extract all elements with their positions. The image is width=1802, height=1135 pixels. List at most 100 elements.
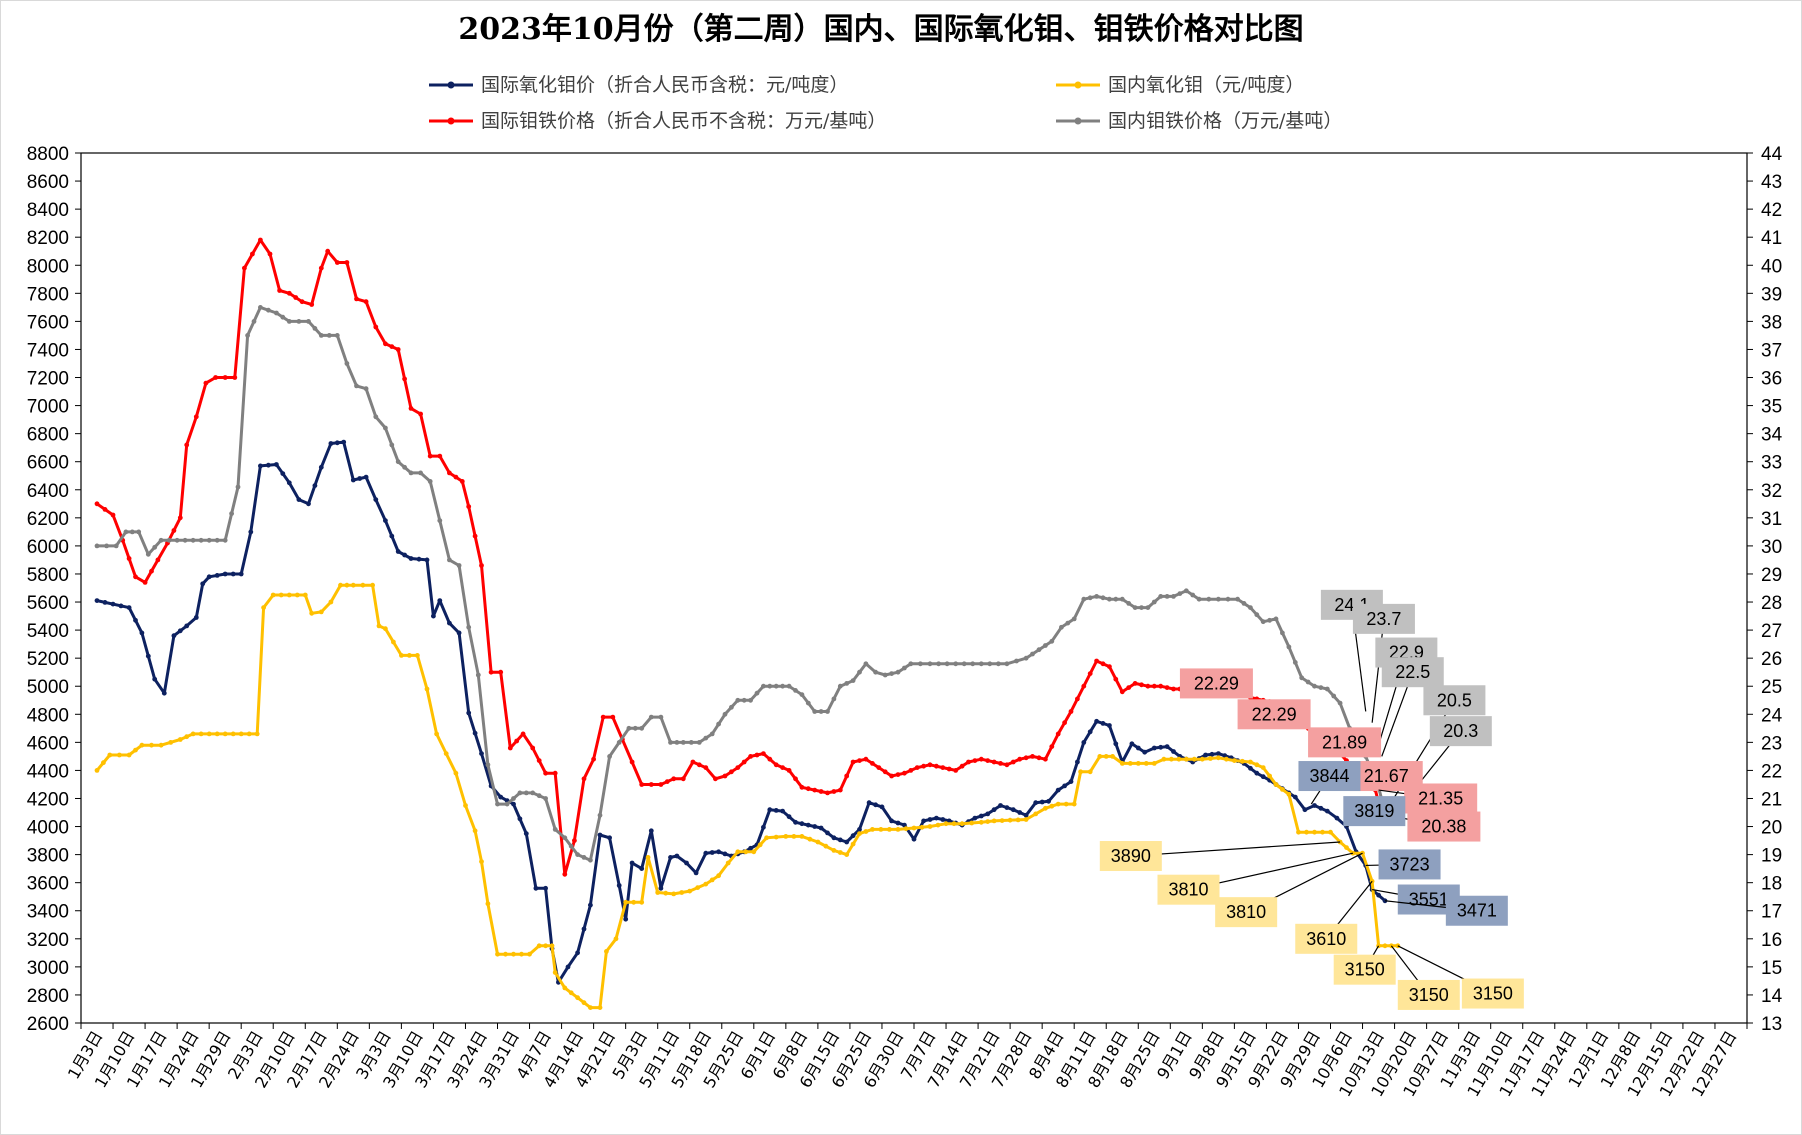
data-point [1127,761,1133,766]
data-point [616,883,622,888]
y-right-tick-label: 33 [1761,453,1782,474]
data-point [488,669,494,675]
data-point [895,772,901,777]
data-point [1081,740,1087,745]
data-point [1110,754,1115,759]
data-point [475,672,481,678]
data-point [373,414,379,420]
legend-label: 国内氧化钼（元/吨度） [1108,74,1304,96]
data-point [251,319,257,324]
data-point [1273,782,1279,787]
data-point [562,871,568,877]
data-point [1199,756,1205,762]
data-point [1183,756,1189,762]
data-point [214,731,220,737]
data-point [1062,783,1067,789]
data-point [447,557,452,563]
data-label-text: 20.38 [1421,817,1466,837]
y-right-tick-label: 28 [1761,593,1782,614]
data-point [978,813,984,819]
data-point [1286,791,1292,797]
data-point [198,731,204,737]
data-point [415,653,420,658]
data-point [648,828,654,834]
data-point [623,899,629,905]
data-point [1055,801,1061,807]
data-point [286,592,292,598]
data-point [799,692,805,697]
data-point [104,543,109,549]
data-point [463,803,468,808]
data-label-box [1215,897,1278,928]
data-point [1320,829,1325,835]
data-point [629,759,635,765]
data-point [344,582,350,588]
data-point [145,653,151,659]
data-point [695,885,701,890]
data-point [902,822,907,828]
data-point [1248,605,1253,610]
data-point [1004,805,1010,810]
data-point [266,462,271,468]
data-point [523,831,529,836]
y-right-tick-label: 23 [1761,733,1782,754]
data-point [1161,756,1167,762]
data-point [911,825,917,831]
y-right-tick-label: 41 [1761,228,1782,249]
legend: 国际氧化钼价（折合人民币含税：元/吨度） 国内氧化钼（元/吨度） 国际钼铁价格（折合… [429,74,1342,132]
data-label: 20.3 [1390,716,1492,819]
data-point [1171,686,1176,692]
data-point [326,333,332,338]
data-point [1176,756,1182,762]
data-point [623,916,629,922]
data-point [735,765,741,770]
data-point [831,848,837,853]
data-point [693,870,699,876]
data-point [238,731,244,737]
data-point [716,849,721,855]
data-label-box [1298,761,1361,792]
data-label: 20.38 [1391,811,1481,842]
data-point [639,866,645,871]
data-label-box [1308,727,1382,758]
data-point [206,574,212,580]
data-point [985,758,991,763]
data-point [434,731,439,737]
data-label-text: 21.35 [1418,788,1463,808]
data-point [395,549,401,554]
data-point [1135,761,1141,766]
data-point [286,319,292,324]
data-point [354,296,359,302]
data-point [123,529,129,535]
data-point [991,759,997,765]
y-right-tick-label: 27 [1761,621,1782,642]
data-point [312,483,318,488]
data-point [177,628,183,634]
y-left-tick-label: 4200 [27,789,69,810]
data-point [1164,594,1170,599]
data-label-text: 3150 [1345,960,1385,980]
data-point [1094,594,1099,599]
data-point [773,762,779,768]
data-point [786,814,792,820]
data-point [1145,605,1151,610]
data-point [511,796,516,801]
data-point [1254,770,1260,776]
y-left-tick-label: 8000 [27,256,69,277]
data-label-text: 21.67 [1364,766,1409,786]
data-point [799,821,805,827]
data-point [575,995,580,1001]
data-point [985,819,991,824]
data-point [1081,596,1087,602]
data-point [658,885,664,891]
data-point [278,592,284,598]
data-point [837,837,843,843]
data-point [648,714,654,720]
data-point [575,950,580,956]
data-point [408,470,414,476]
data-point [679,890,685,895]
data-point [530,790,536,796]
data-point [889,671,894,676]
data-point [741,697,747,703]
